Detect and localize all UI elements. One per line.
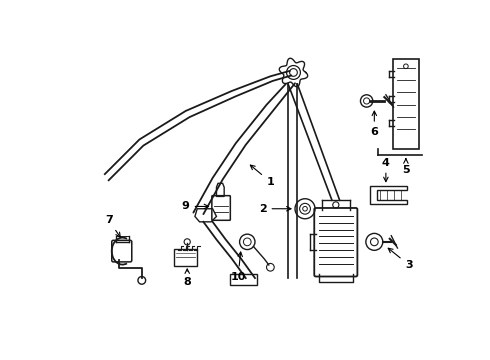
Text: 4: 4 (382, 158, 390, 182)
Text: 8: 8 (183, 269, 191, 287)
Text: 7: 7 (105, 215, 120, 237)
Text: 6: 6 (370, 111, 378, 137)
Text: 1: 1 (250, 165, 274, 187)
Text: 9: 9 (182, 202, 209, 211)
Text: 2: 2 (259, 204, 291, 214)
Text: 5: 5 (402, 159, 410, 175)
Text: 10: 10 (230, 252, 245, 282)
Text: 3: 3 (388, 248, 413, 270)
